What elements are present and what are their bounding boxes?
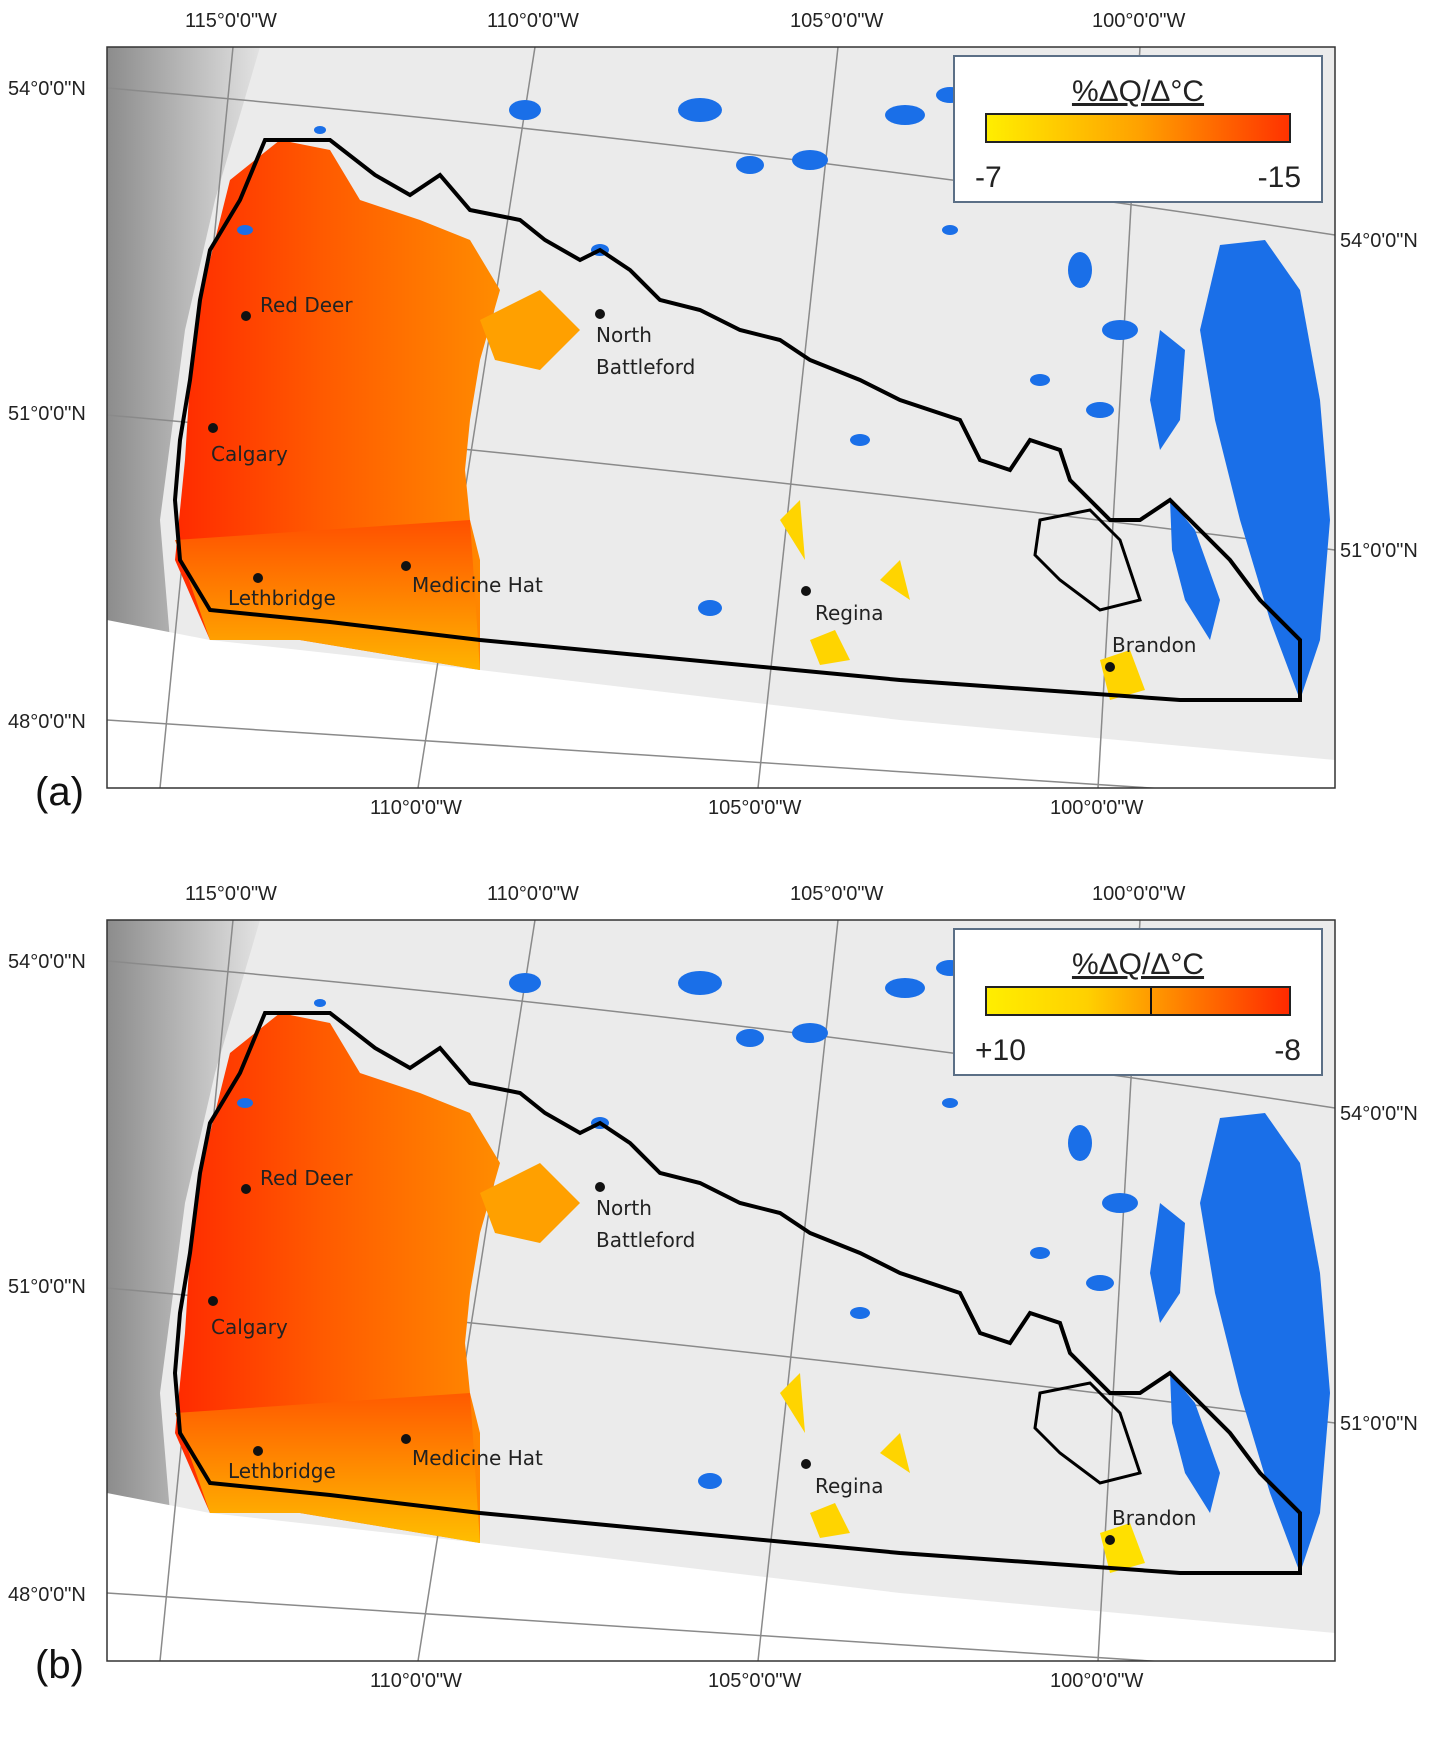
lat-tick-left: 54°0'0"N xyxy=(8,951,86,973)
lat-tick-right: 51°0'0"N xyxy=(1340,1413,1418,1435)
city-label: Lethbridge xyxy=(228,586,336,610)
lat-tick-left: 51°0'0"N xyxy=(8,1276,86,1298)
map-panel-a: Red Deer Calgary Lethbridge Medicine Hat… xyxy=(0,0,1446,872)
outside-usa xyxy=(107,620,1335,788)
legend-title: %ΔQ/Δ°C xyxy=(1071,948,1205,981)
legend-min-label: +10 xyxy=(975,1034,1026,1067)
city-label: Battleford xyxy=(596,355,695,379)
city-label: Regina xyxy=(815,601,884,625)
city-label: Brandon xyxy=(1112,633,1196,657)
legend-color-ramp xyxy=(985,113,1291,143)
city-dot xyxy=(1105,1535,1115,1545)
lon-tick-bottom: 100°0'0"W xyxy=(1050,1670,1144,1692)
legend-max-label: -15 xyxy=(1257,161,1301,194)
legend: %ΔQ/Δ°C +10 -8 xyxy=(953,928,1323,1076)
legend-max-label: -8 xyxy=(1274,1034,1301,1067)
city-dot xyxy=(208,423,218,433)
city-labels: Red Deer Calgary Lethbridge Medicine Hat… xyxy=(211,293,1196,657)
lon-tick-bottom: 105°0'0"W xyxy=(708,1670,802,1692)
panel-label: (b) xyxy=(35,1643,84,1687)
lon-tick-bottom: 100°0'0"W xyxy=(1050,797,1144,819)
lat-tick-right: 51°0'0"N xyxy=(1340,540,1418,562)
lat-tick-left: 54°0'0"N xyxy=(8,78,86,100)
lon-tick-top: 115°0'0"W xyxy=(185,883,277,905)
city-dot xyxy=(253,1446,263,1456)
city-dot xyxy=(241,311,251,321)
lon-tick-bottom: 110°0'0"W xyxy=(370,1670,462,1692)
lat-tick-right: 54°0'0"N xyxy=(1340,1103,1418,1125)
city-label: Medicine Hat xyxy=(412,573,543,597)
city-dot xyxy=(595,1182,605,1192)
lon-tick-top: 110°0'0"W xyxy=(487,10,579,32)
lon-tick-top: 105°0'0"W xyxy=(790,883,884,905)
legend: %ΔQ/Δ°C -7 -15 xyxy=(953,55,1323,203)
city-dot xyxy=(801,586,811,596)
lon-tick-top: 100°0'0"W xyxy=(1092,883,1186,905)
outside-usa xyxy=(107,1493,1335,1661)
lon-tick-bottom: 105°0'0"W xyxy=(708,797,802,819)
lon-tick-bottom: 110°0'0"W xyxy=(370,797,462,819)
city-dot xyxy=(253,573,263,583)
map-panel-b: Red Deer Calgary Lethbridge Medicine Hat… xyxy=(0,873,1446,1745)
map-frame xyxy=(106,46,1336,789)
lon-tick-top: 110°0'0"W xyxy=(487,883,579,905)
lat-tick-left: 48°0'0"N xyxy=(8,1584,86,1606)
map-frame xyxy=(106,919,1336,1662)
rocky-mountains xyxy=(107,47,260,640)
lat-tick-left: 51°0'0"N xyxy=(8,403,86,425)
lakes xyxy=(237,960,1330,1573)
city-dot xyxy=(208,1296,218,1306)
city-label: North xyxy=(596,323,652,347)
city-dot xyxy=(595,309,605,319)
legend-zero-marker xyxy=(1150,988,1152,1014)
city-dot xyxy=(401,561,411,571)
legend-title: %ΔQ/Δ°C xyxy=(1071,75,1205,108)
city-dot xyxy=(401,1434,411,1444)
basin-boundary xyxy=(172,138,1302,702)
city-dot xyxy=(1105,662,1115,672)
city-dot xyxy=(241,1184,251,1194)
lat-tick-right: 54°0'0"N xyxy=(1340,230,1418,252)
city-label: Red Deer xyxy=(260,1166,353,1190)
city-label: Calgary xyxy=(211,442,288,466)
city-label: Regina xyxy=(815,1474,884,1498)
city-label: North xyxy=(596,1196,652,1220)
legend-color-ramp xyxy=(985,986,1291,1016)
lat-tick-left: 48°0'0"N xyxy=(8,711,86,733)
city-label: Calgary xyxy=(211,1315,288,1339)
city-markers xyxy=(208,309,1115,672)
lon-tick-top: 105°0'0"W xyxy=(790,10,884,32)
city-labels: Red Deer Calgary Lethbridge Medicine Hat… xyxy=(211,1166,1196,1530)
legend-min-label: -7 xyxy=(975,161,1002,194)
lon-tick-top: 115°0'0"W xyxy=(185,10,277,32)
panel-label: (a) xyxy=(35,770,84,814)
city-label: Red Deer xyxy=(260,293,353,317)
city-label: Medicine Hat xyxy=(412,1446,543,1470)
city-label: Brandon xyxy=(1112,1506,1196,1530)
city-label: Battleford xyxy=(596,1228,695,1252)
basin-boundary xyxy=(172,1011,1302,1575)
city-label: Lethbridge xyxy=(228,1459,336,1483)
city-markers xyxy=(208,1182,1115,1545)
city-dot xyxy=(801,1459,811,1469)
rocky-mountains xyxy=(107,920,260,1513)
lakes xyxy=(237,87,1330,700)
lon-tick-top: 100°0'0"W xyxy=(1092,10,1186,32)
